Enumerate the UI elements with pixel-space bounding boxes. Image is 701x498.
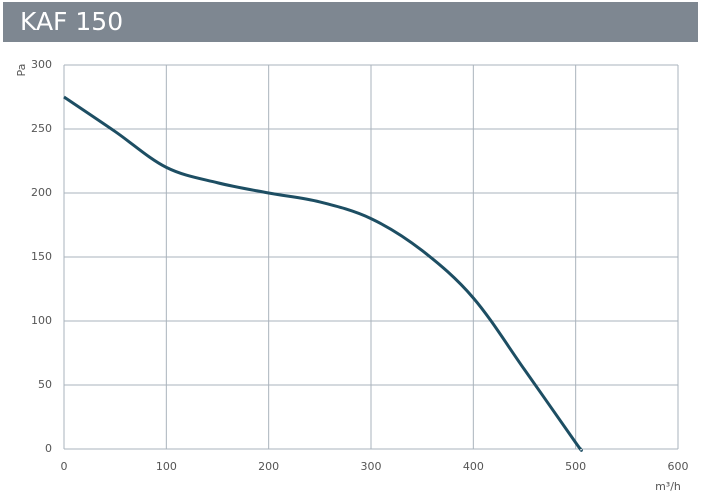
- x-tick-label: 600: [668, 460, 689, 473]
- x-tick-label: 100: [156, 460, 177, 473]
- title-bar: [3, 2, 698, 42]
- y-tick-label: 150: [31, 250, 52, 263]
- x-tick-label: 0: [61, 460, 68, 473]
- y-tick-label: 250: [31, 122, 52, 135]
- x-tick-label: 200: [258, 460, 279, 473]
- y-tick-label: 0: [45, 442, 52, 455]
- y-tick-label: 100: [31, 314, 52, 327]
- y-tick-label: 50: [38, 378, 52, 391]
- x-tick-label: 400: [463, 460, 484, 473]
- y-tick-label: 200: [31, 186, 52, 199]
- chart-title: KAF 150: [20, 7, 123, 36]
- y-axis-label: Pa: [15, 64, 28, 77]
- x-axis-label: m³/h: [655, 480, 681, 493]
- x-tick-label: 500: [565, 460, 586, 473]
- x-tick-label: 300: [361, 460, 382, 473]
- curve: [63, 95, 583, 452]
- y-tick-label: 300: [31, 58, 52, 71]
